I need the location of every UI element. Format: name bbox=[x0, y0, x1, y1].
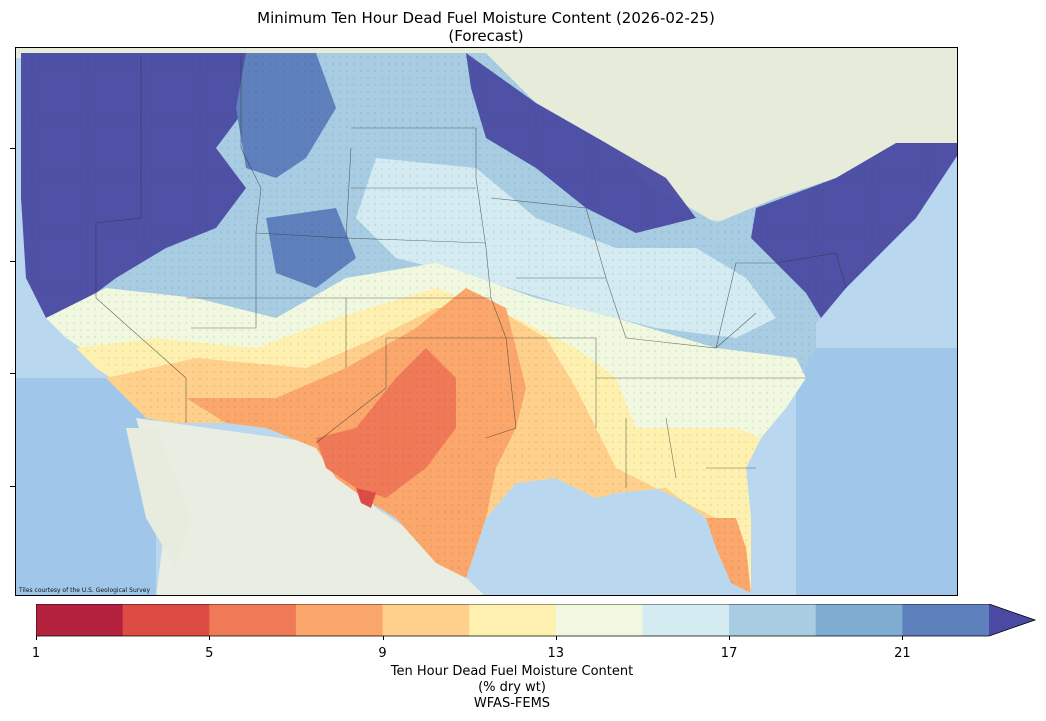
moisture-field bbox=[21, 53, 957, 593]
colorbar-cell bbox=[815, 604, 903, 636]
y-tick-mark bbox=[10, 148, 15, 149]
colorbar-cell bbox=[729, 604, 817, 636]
map-panel bbox=[15, 47, 958, 596]
colorbar-cell bbox=[642, 604, 730, 636]
atlantic-deep bbox=[796, 348, 957, 595]
colorbar-cell bbox=[555, 604, 643, 636]
colorbar-tick-label: 17 bbox=[720, 646, 738, 661]
chart-title-line2: (Forecast) bbox=[448, 27, 524, 45]
canada-land bbox=[16, 48, 957, 223]
pacific-deep bbox=[16, 378, 156, 595]
colorbar-cell bbox=[469, 604, 557, 636]
state-borders bbox=[95, 56, 847, 488]
colorbar-cell bbox=[902, 604, 990, 636]
colorbar-cell bbox=[122, 604, 210, 636]
mexico-land bbox=[136, 418, 484, 595]
y-tick-mark bbox=[10, 373, 15, 374]
map-credit: Tiles courtesy of the U.S. Geological Su… bbox=[19, 587, 151, 594]
colorbar-tick-label: 5 bbox=[205, 646, 214, 661]
colorbar-cell bbox=[209, 604, 297, 636]
colorbar-extend-arrow bbox=[989, 604, 1035, 636]
colorbar-label-line2: (% dry wt) bbox=[478, 680, 546, 695]
y-tick-mark bbox=[10, 261, 15, 262]
y-tick-mark bbox=[10, 486, 15, 487]
colorbar-cell bbox=[295, 604, 384, 636]
station-dots bbox=[21, 53, 957, 593]
colorbar-tick-label: 21 bbox=[894, 646, 911, 661]
colorbar-cell bbox=[36, 604, 124, 636]
colorbar bbox=[36, 604, 1037, 637]
colorbar-cells bbox=[36, 604, 990, 636]
colorbar-tick-mark bbox=[729, 636, 731, 640]
colorbar-tick-mark bbox=[36, 636, 37, 640]
colorbar-tick-label: 13 bbox=[547, 646, 565, 661]
colorbar-cell bbox=[382, 604, 470, 636]
colorbar-tick-label: 9 bbox=[378, 646, 387, 661]
colorbar-tick-mark bbox=[209, 636, 211, 640]
map-svg bbox=[16, 48, 957, 595]
colorbar-tick-label: 1 bbox=[31, 646, 41, 661]
colorbar-tick-mark bbox=[555, 636, 557, 640]
baja-land bbox=[126, 428, 191, 568]
colorbar-tick-mark bbox=[382, 636, 384, 640]
colorbar-outline bbox=[36, 604, 1037, 637]
colorbar-label-line3: WFAS-FEMS bbox=[473, 696, 551, 711]
chart-title-line1: Minimum Ten Hour Dead Fuel Moisture Cont… bbox=[257, 9, 715, 27]
chart-title: Minimum Ten Hour Dead Fuel Moisture Cont… bbox=[0, 9, 972, 45]
colorbar-label-line1: Ten Hour Dead Fuel Moisture Content bbox=[390, 664, 634, 679]
colorbar-tick-mark bbox=[902, 636, 904, 640]
